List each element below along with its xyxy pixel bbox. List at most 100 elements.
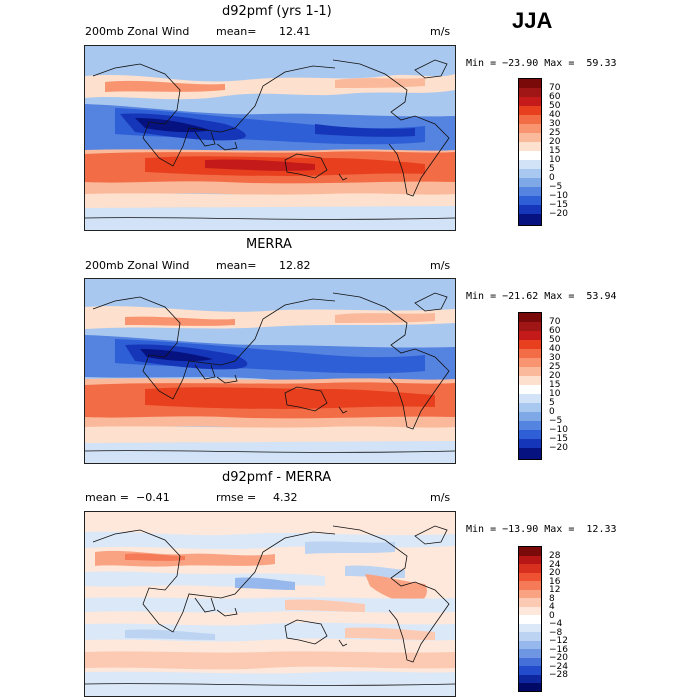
colorbar-label: 30	[549, 353, 561, 363]
colorbar-label: −12	[549, 636, 568, 646]
colorbar-swatch	[519, 439, 541, 449]
colorbar-label: −24	[549, 661, 568, 672]
colorbar-label: 0	[549, 173, 555, 183]
colorbar-swatch	[519, 683, 541, 691]
panel-1-units: m/s	[430, 25, 451, 38]
panel-1-mean-value: 12.41	[279, 25, 311, 38]
colorbar-swatch	[519, 133, 541, 143]
colorbar-swatch	[519, 421, 541, 431]
colorbar-label: −5	[549, 182, 563, 192]
colorbar-label: 25	[549, 362, 561, 372]
panel-3-map	[84, 511, 456, 697]
colorbar-label: 10	[549, 155, 561, 165]
colorbar-swatch	[519, 640, 541, 650]
panel-1-mean-label: mean=	[216, 25, 257, 38]
colorbar-label: −15	[549, 200, 568, 210]
panel-2-map-field	[85, 279, 455, 463]
panel-2-map	[84, 278, 456, 464]
colorbar-label: −4	[549, 619, 563, 629]
colorbar-label: 20	[549, 371, 561, 381]
colorbar-swatch	[519, 322, 541, 332]
colorbar-swatch	[519, 340, 541, 350]
colorbar-label: 70	[549, 317, 561, 327]
panel-3-colorbar: 28 24 20 16 12 8 4 0 −4 −8 −12 −16 −20 −…	[518, 546, 568, 692]
colorbar-swatch	[519, 169, 541, 179]
colorbar-label: 40	[549, 344, 561, 354]
colorbar-swatch	[519, 430, 541, 440]
colorbar-swatch	[519, 196, 541, 206]
colorbar-swatch	[519, 657, 541, 667]
colorbar-swatch	[519, 547, 541, 556]
colorbar-label: −20	[549, 209, 568, 219]
panel-2-variable: 200mb Zonal Wind	[85, 259, 190, 272]
panel-2-minmax: Min = −21.62 Max = 53.94	[466, 291, 617, 302]
panel-1-map	[84, 45, 456, 231]
colorbar-swatch	[519, 151, 541, 161]
colorbar-label: 5	[549, 398, 555, 408]
colorbar-label: −8	[549, 627, 563, 638]
colorbar-label: 8	[549, 593, 555, 604]
colorbar-swatch	[519, 349, 541, 359]
colorbar-label: −20	[549, 443, 568, 453]
colorbar-swatch	[519, 187, 541, 197]
panel-3-mean-label: mean =	[85, 491, 129, 504]
colorbar-label: 15	[549, 146, 561, 156]
colorbar-swatch	[519, 448, 541, 459]
colorbar-swatch	[519, 142, 541, 152]
panel-1-minmax: Min = −23.90 Max = 59.33	[466, 58, 617, 69]
panel-1-title: d92pmf (yrs 1-1)	[222, 4, 332, 19]
colorbar-swatch	[519, 623, 541, 633]
colorbar-label: 10	[549, 389, 561, 399]
panel-2-mean-value: 12.82	[279, 259, 311, 272]
colorbar-swatch	[519, 115, 541, 125]
colorbar-label: −20	[549, 653, 568, 663]
panel-3-rmse-value: 4.32	[273, 491, 298, 504]
panel-1-variable: 200mb Zonal Wind	[85, 25, 190, 38]
colorbar-label: 25	[549, 128, 561, 138]
colorbar-swatch	[519, 555, 541, 565]
colorbar-swatch	[519, 598, 541, 607]
colorbar-swatch	[519, 331, 541, 341]
colorbar-label: −16	[549, 644, 568, 655]
colorbar-label: −10	[549, 191, 568, 201]
colorbar-label: 0	[549, 407, 555, 417]
colorbar-swatch	[519, 606, 541, 616]
colorbar-swatch	[519, 124, 541, 134]
panel-3-map-field	[85, 512, 455, 696]
panel-1-map-field	[85, 46, 455, 230]
season-label: JJA	[512, 8, 553, 33]
colorbar-swatch	[519, 313, 541, 323]
panel-3-units: m/s	[430, 491, 451, 504]
colorbar-swatch	[519, 214, 541, 225]
panel-2-colorbar: 70 60 50 40 30 25 20 15 10 5 0 −5 −10 −1…	[518, 312, 568, 460]
colorbar-label: −10	[549, 425, 568, 435]
colorbar-swatch	[519, 581, 541, 590]
colorbar-swatch	[519, 572, 541, 582]
colorbar-swatch	[519, 394, 541, 404]
colorbar-label: 20	[549, 568, 561, 578]
panel-2-title: MERRA	[246, 237, 292, 252]
colorbar-label: 20	[549, 137, 561, 147]
colorbar-label: 50	[549, 101, 561, 111]
colorbar-label: 5	[549, 164, 555, 174]
colorbar-label: 60	[549, 92, 561, 102]
colorbar-swatch	[519, 674, 541, 684]
colorbar-label: 15	[549, 380, 561, 390]
colorbar-swatch	[519, 412, 541, 422]
panel-3-rmse-label: rmse =	[216, 491, 257, 504]
colorbar-label: 24	[549, 559, 561, 570]
panel-3-minmax: Min = −13.90 Max = 12.33	[466, 524, 617, 535]
colorbar-swatch	[519, 106, 541, 116]
colorbar-label: −15	[549, 434, 568, 444]
panel-2-mean-label: mean=	[216, 259, 257, 272]
colorbar-swatch	[519, 97, 541, 107]
colorbar-label: 28	[549, 551, 561, 561]
colorbar-label: 30	[549, 119, 561, 129]
colorbar-label: −5	[549, 416, 563, 426]
colorbar-swatch	[519, 376, 541, 386]
colorbar-swatch	[519, 385, 541, 395]
colorbar-swatch	[519, 632, 541, 641]
colorbar-label: 16	[549, 576, 561, 587]
colorbar-label: 0	[549, 610, 555, 621]
colorbar-swatch	[519, 666, 541, 675]
